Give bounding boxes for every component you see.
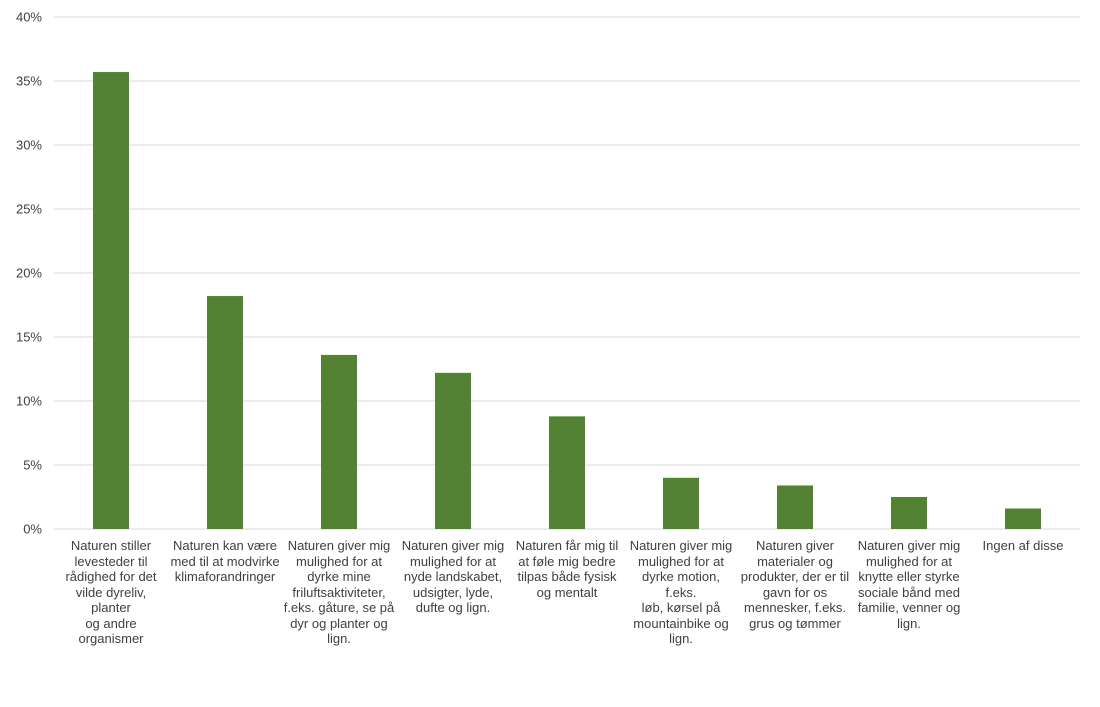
bar — [663, 477, 699, 529]
bar — [549, 416, 585, 529]
x-category-label: Naturen giver mig mulighed for at dyrke … — [629, 538, 733, 646]
x-category-label: Naturen giver mig mulighed for at knytte… — [857, 538, 961, 631]
bar — [891, 497, 927, 529]
x-category-label: Naturen giver mig mulighed for at nyde l… — [401, 538, 505, 615]
bar — [777, 485, 813, 529]
y-tick-label: 30% — [16, 138, 42, 153]
y-tick-label: 20% — [16, 266, 42, 281]
bar — [93, 72, 129, 529]
bar — [435, 372, 471, 529]
y-tick-label: 10% — [16, 394, 42, 409]
x-category-label: Naturen får mig til at føle mig bedre ti… — [515, 538, 619, 600]
y-tick-label: 35% — [16, 74, 42, 89]
x-category-label: Naturen giver materialer og produkter, d… — [740, 538, 850, 631]
bars — [93, 72, 1041, 529]
y-tick-label: 15% — [16, 330, 42, 345]
y-tick-label: 40% — [16, 10, 42, 25]
y-tick-label: 25% — [16, 202, 42, 217]
bar — [321, 354, 357, 529]
x-category-label: Naturen stiller levesteder til rådighed … — [65, 538, 157, 646]
x-category-label: Naturen kan være med til at modvirke kli… — [170, 538, 280, 584]
bar — [207, 296, 243, 529]
y-tick-label: 5% — [23, 458, 42, 473]
x-category-label: Naturen giver mig mulighed for at dyrke … — [283, 538, 395, 646]
x-category-label: Ingen af disse — [982, 538, 1064, 553]
y-axis-tick-labels: 0% 5% 10% 15% 20% 25% 30% 35% 40% — [16, 10, 42, 537]
y-tick-label: 0% — [23, 522, 42, 537]
bar — [1005, 508, 1041, 529]
